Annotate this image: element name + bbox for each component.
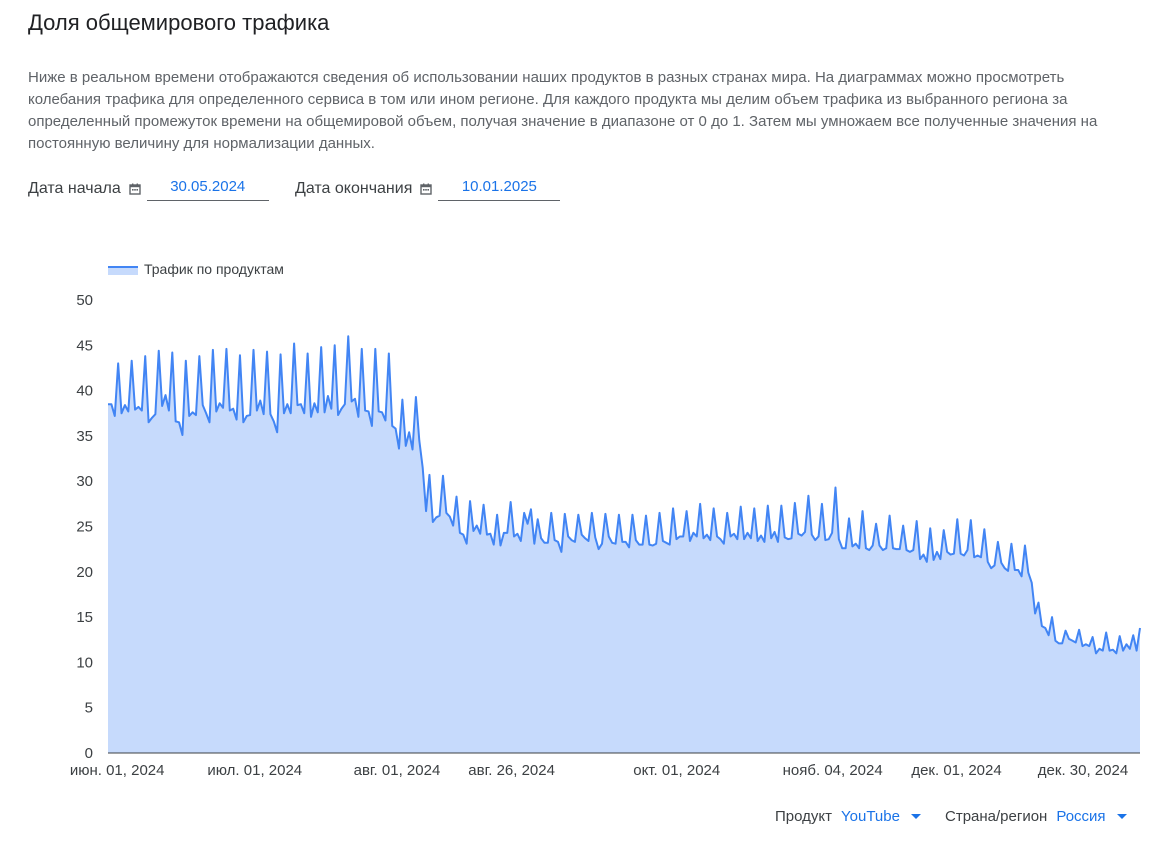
chevron-down-icon[interactable] — [1116, 814, 1127, 819]
y-tick-label: 45 — [76, 337, 93, 354]
series-area — [108, 336, 1140, 753]
product-label: Продукт — [775, 808, 832, 825]
chevron-down-icon[interactable] — [910, 814, 921, 819]
y-tick-label: 0 — [85, 745, 93, 762]
x-tick-label: авг. 01, 2024 — [354, 762, 441, 779]
y-tick-label: 25 — [76, 519, 93, 536]
end-date-label: Дата окончания — [295, 179, 413, 197]
y-tick-label: 5 — [85, 700, 93, 717]
x-tick-label: окт. 01, 2024 — [633, 762, 720, 779]
y-tick-label: 20 — [76, 564, 93, 581]
start-date-input[interactable]: 30.05.2024 — [146, 176, 269, 201]
region-selector[interactable]: Страна/регион Россия — [945, 808, 1127, 825]
y-tick-label: 10 — [76, 654, 93, 671]
start-date-label: Дата начала — [28, 179, 121, 197]
x-tick-label: дек. 30, 2024 — [1038, 762, 1128, 779]
x-tick-label: дек. 01, 2024 — [911, 762, 1001, 779]
calendar-icon[interactable] — [420, 183, 433, 195]
x-axis: июн. 01, 2024 июл. 01, 2024 авг. 01, 2024 а… — [70, 762, 1128, 779]
page-title: Доля общемирового трафика — [28, 10, 330, 35]
y-tick-label: 50 — [76, 292, 93, 309]
y-axis: 0 5 10 15 20 25 30 35 40 45 50 — [76, 292, 93, 762]
legend-label: Трафик по продуктам — [144, 261, 284, 277]
y-tick-label: 15 — [76, 609, 93, 626]
region-value[interactable]: Россия — [1056, 808, 1106, 825]
end-date-input[interactable]: 10.01.2025 — [438, 176, 561, 201]
chart-legend: Трафик по продуктам — [108, 261, 284, 277]
product-value[interactable]: YouTube — [841, 808, 900, 825]
x-tick-label: июл. 01, 2024 — [207, 762, 302, 779]
y-tick-label: 30 — [76, 473, 93, 490]
x-tick-label: авг. 26, 2024 — [468, 762, 555, 779]
x-tick-label: июн. 01, 2024 — [70, 762, 165, 779]
product-selector[interactable]: Продукт YouTube — [775, 808, 921, 825]
legend-swatch-fill — [108, 266, 138, 275]
start-date-field[interactable]: Дата начала 30.05.2024 — [28, 176, 269, 201]
page-description: Ниже в реальном времени отображаются све… — [28, 69, 1098, 152]
calendar-icon[interactable] — [129, 183, 141, 195]
region-label: Страна/регион — [945, 808, 1048, 825]
y-tick-label: 40 — [76, 383, 93, 400]
end-date-field[interactable]: Дата окончания 10.01.2025 — [295, 176, 561, 201]
traffic-chart: Трафик по продуктам 0 5 10 15 20 25 30 35 40 45 50… — [70, 261, 1141, 779]
series-line — [108, 335, 1141, 655]
x-tick-label: нояб. 04, 2024 — [783, 762, 883, 779]
y-tick-label: 35 — [76, 428, 93, 445]
